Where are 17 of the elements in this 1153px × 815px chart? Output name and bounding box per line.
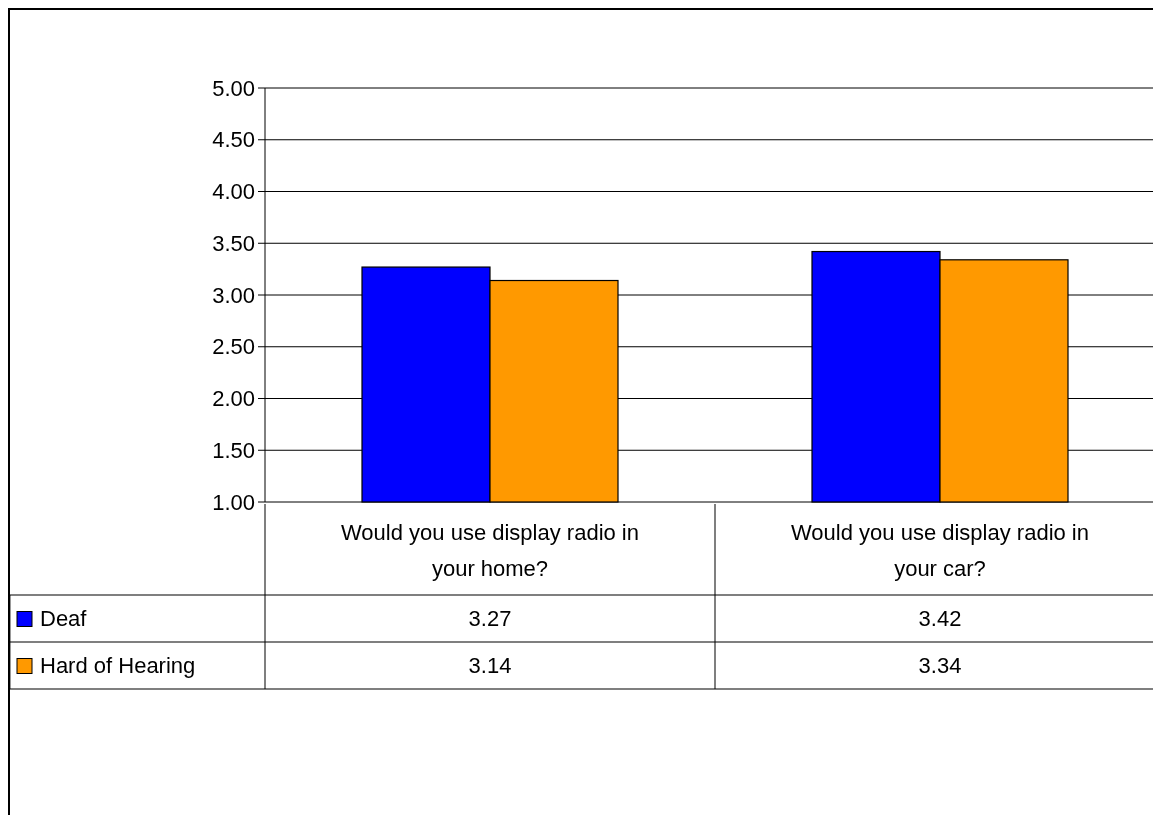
data-label: 3.27	[468, 606, 512, 632]
y-tick-label: 5.00	[212, 75, 255, 101]
x-tick-label: Would you use display radio in your home?	[341, 520, 639, 581]
y-tick-label: 2.50	[212, 334, 255, 360]
data-label: 3.34	[918, 653, 962, 679]
legend-label: Deaf	[40, 606, 88, 632]
y-tick-label: 1.00	[212, 489, 255, 515]
y-tick-label: 3.50	[212, 230, 255, 256]
x-tick-label: Would you use display radio in your car?	[791, 520, 1089, 581]
y-tick-label: 3.00	[212, 282, 255, 308]
data-label: 3.42	[918, 606, 962, 632]
y-tick-label: 2.00	[212, 386, 255, 412]
y-tick-label: 1.50	[212, 437, 255, 463]
legend-label: Hard of Hearing	[40, 653, 196, 679]
data-label: 3.14	[468, 653, 512, 679]
y-tick-label: 4.50	[212, 127, 255, 153]
y-tick-label: 4.00	[212, 179, 255, 205]
